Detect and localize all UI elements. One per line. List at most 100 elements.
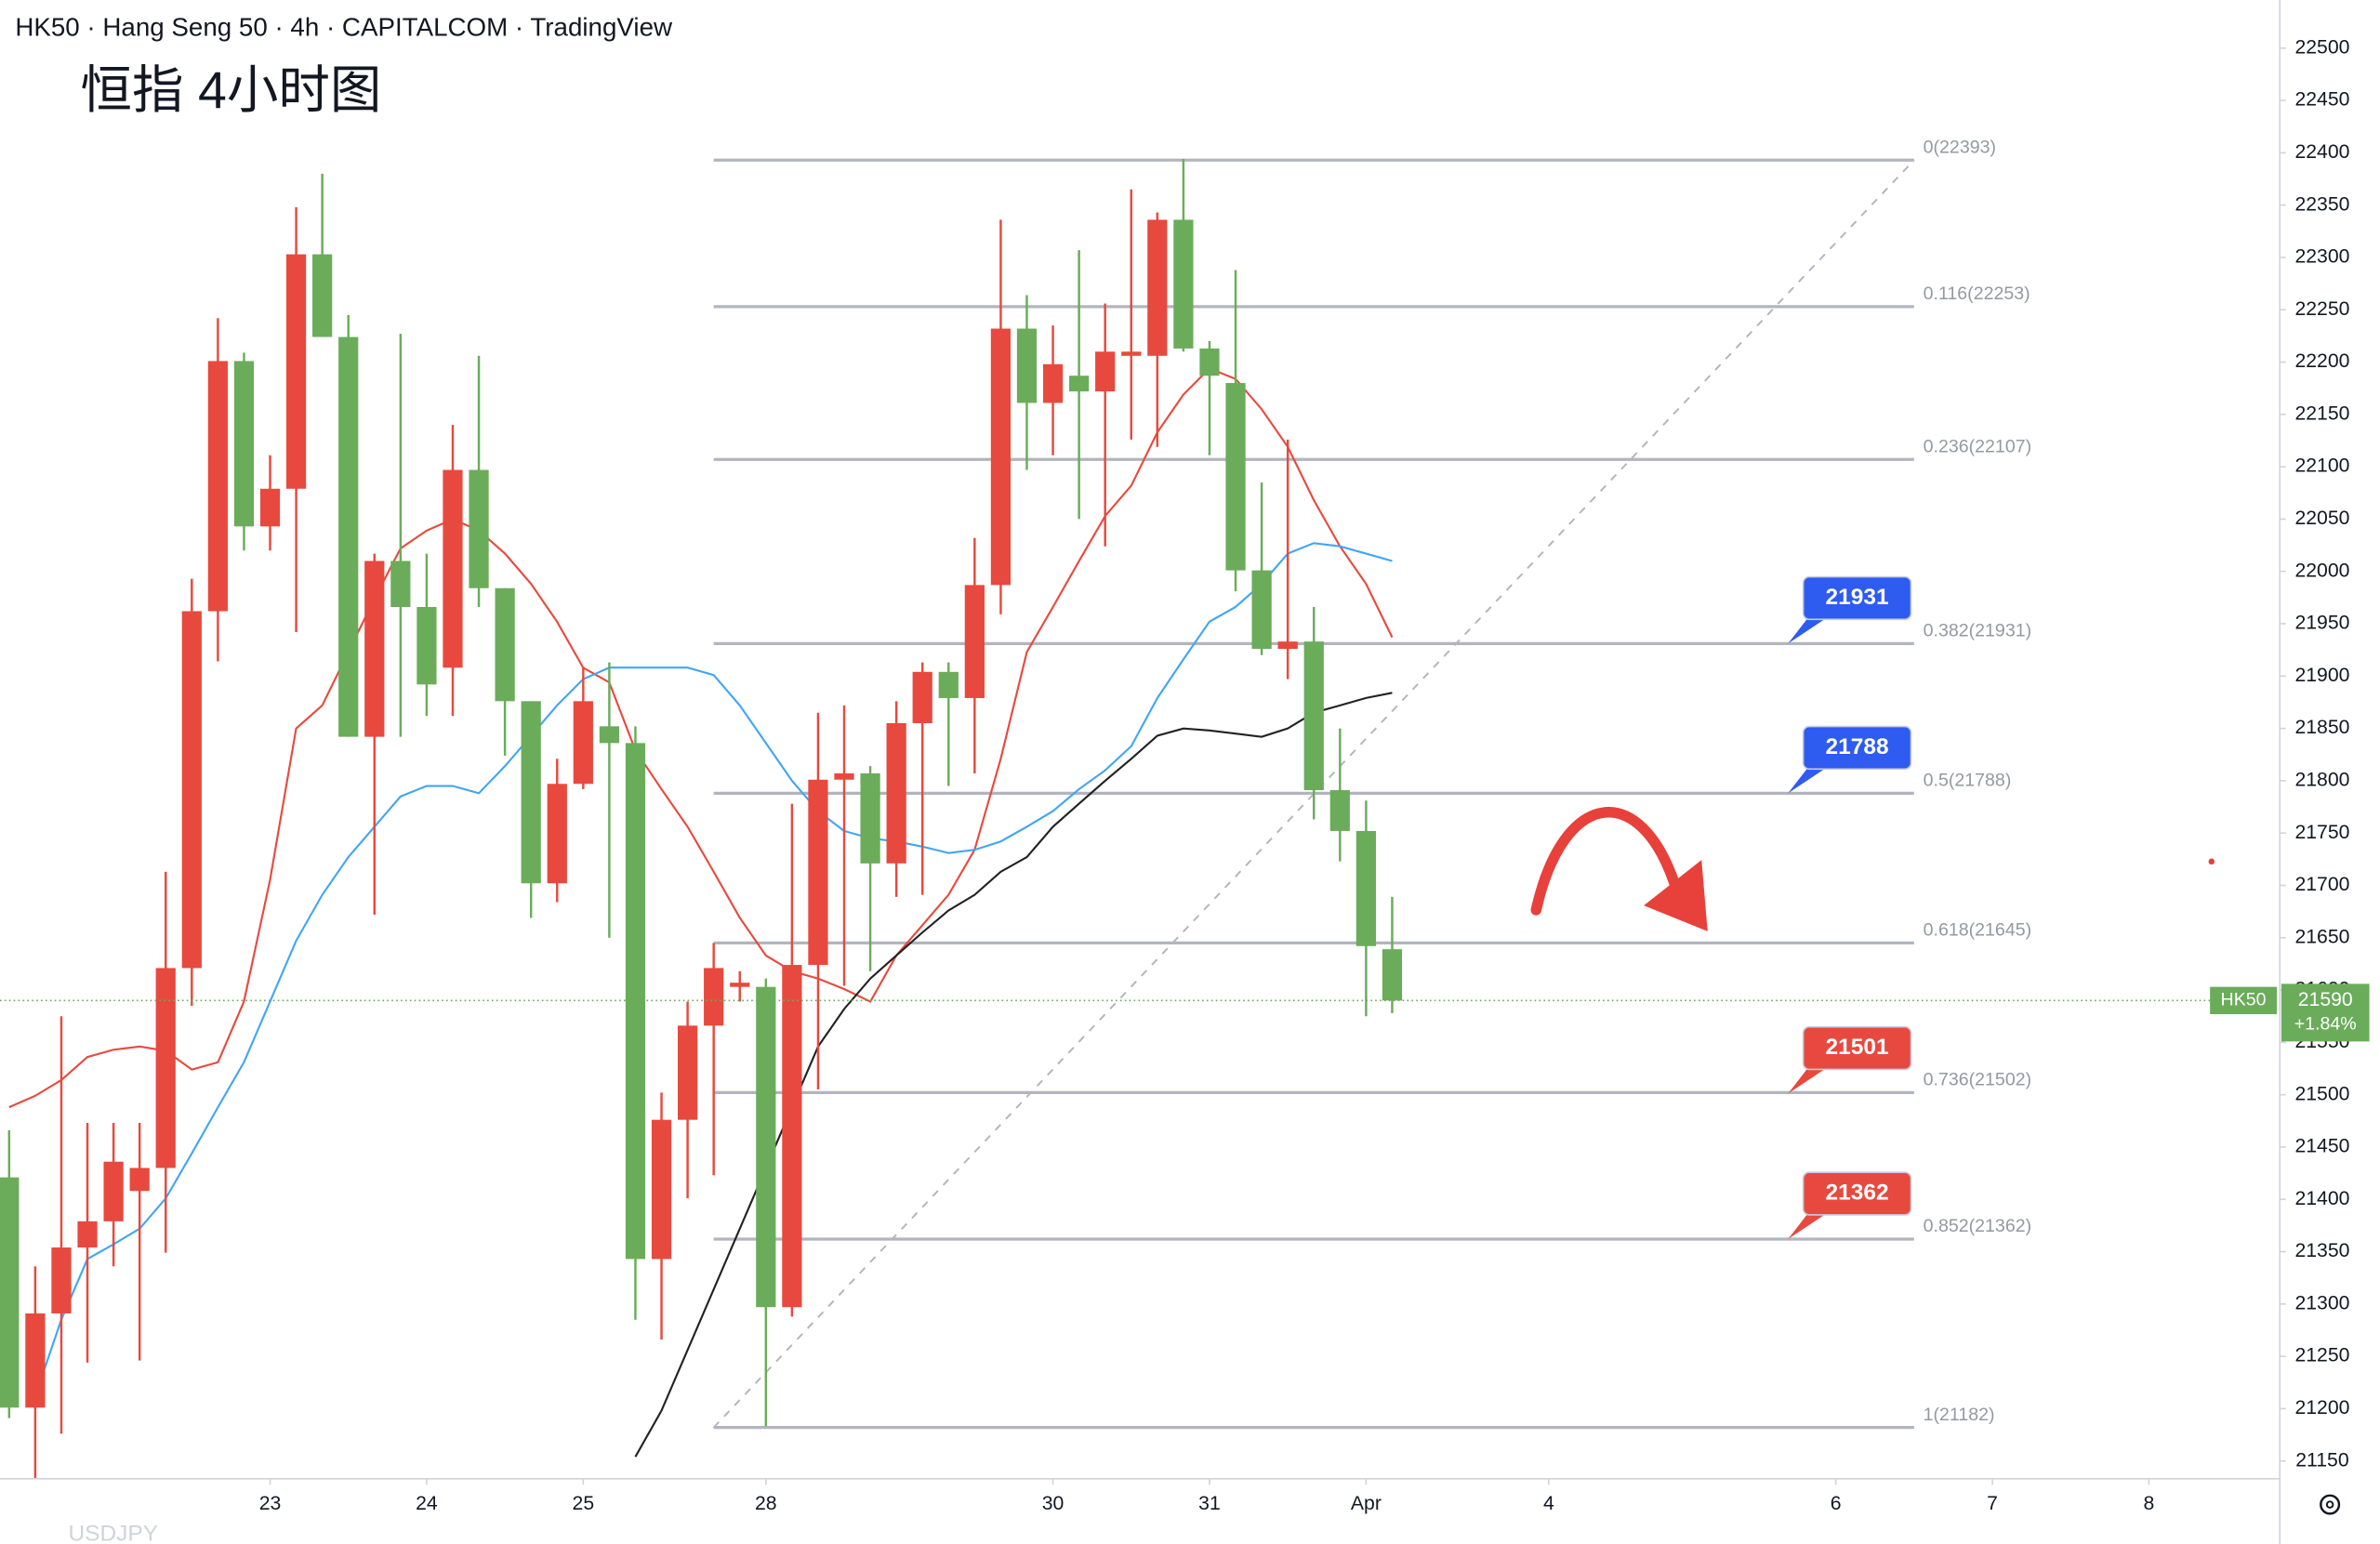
- y-tick-label: 21250: [2294, 1345, 2349, 1366]
- y-tick-label: 21200: [2294, 1397, 2349, 1419]
- y-tick-label: 21800: [2294, 770, 2349, 791]
- candle-body: [1016, 328, 1038, 403]
- price-box: [2281, 983, 2370, 1042]
- candle-body: [181, 611, 202, 969]
- y-tick-label: 22450: [2294, 89, 2349, 111]
- settings-icon[interactable]: [2320, 1494, 2341, 1515]
- candle-body: [964, 585, 985, 698]
- candle-body: [364, 561, 385, 737]
- candle-body: [834, 773, 854, 780]
- y-tick-label: 21300: [2294, 1292, 2349, 1313]
- candle-body: [677, 1025, 698, 1120]
- x-tick-label: 31: [1198, 1493, 1221, 1514]
- candle-body: [521, 701, 541, 884]
- y-tick-label: 22100: [2294, 455, 2349, 477]
- candle-body: [1329, 790, 1350, 831]
- candle-body: [573, 701, 593, 785]
- y-tick-label: 22050: [2294, 508, 2349, 529]
- candle-body: [0, 1177, 20, 1408]
- fib-label: 0(22393): [1924, 137, 1996, 157]
- callout-label: 21501: [1826, 1035, 1889, 1060]
- x-tick-label: Apr: [1351, 1493, 1382, 1514]
- y-tick-label: 21750: [2294, 822, 2349, 843]
- candle-body: [1382, 949, 1403, 1001]
- y-tick-label: 22500: [2294, 36, 2349, 58]
- x-tick-label: 7: [1987, 1493, 1998, 1514]
- y-tick-label: 21950: [2294, 613, 2349, 634]
- candle-body: [1069, 376, 1090, 392]
- candle-body: [312, 254, 333, 337]
- y-tick-label: 21700: [2294, 874, 2349, 895]
- candle-body: [103, 1161, 124, 1221]
- ma-line: [33, 542, 1393, 1397]
- candle-body: [1042, 363, 1064, 403]
- candle-body: [938, 671, 959, 698]
- fib-label: 0.116(22253): [1924, 284, 2030, 304]
- y-tick-label: 21350: [2294, 1240, 2349, 1261]
- fib-label: 0.236(22107): [1924, 436, 2032, 456]
- watermark: USDJPY: [68, 1522, 158, 1544]
- y-tick-label: 22250: [2294, 298, 2349, 320]
- candle-body: [1173, 219, 1194, 349]
- callout-label: 21931: [1826, 585, 1889, 610]
- candle-body: [912, 671, 932, 723]
- plot-layer: 0(22393) 0.116(22253) 0.236(22107) 0.382(21…: [0, 137, 2277, 1479]
- arrow-head: [1644, 860, 1708, 931]
- price-change: +1.84%: [2294, 1014, 2357, 1035]
- candle-body: [155, 968, 176, 1168]
- chart-title: HK50 · Hang Seng 50 · 4h · CAPITALCOM · …: [15, 12, 673, 41]
- candle-body: [886, 722, 906, 864]
- callout-label: 21788: [1826, 734, 1889, 759]
- candle-body: [1225, 383, 1246, 571]
- x-tick-label: 4: [1543, 1493, 1554, 1514]
- fib-label: 0.736(21502): [1924, 1070, 2032, 1090]
- candle-body: [443, 469, 463, 668]
- callout-label: 21362: [1826, 1181, 1889, 1206]
- y-tick-label: 21850: [2294, 717, 2349, 738]
- candle-body: [1095, 351, 1116, 392]
- candle-body: [416, 606, 437, 685]
- symbol-box: [2210, 986, 2277, 1015]
- candle-body: [25, 1313, 46, 1408]
- x-tick-label: 23: [259, 1493, 282, 1514]
- candle-body: [990, 328, 1012, 586]
- x-tick-label: 8: [2144, 1493, 2155, 1514]
- candle-body: [1121, 351, 1142, 356]
- fib-label: 0.5(21788): [1924, 771, 2012, 791]
- candle-body: [1277, 641, 1298, 650]
- callout-box: [1802, 1171, 1912, 1216]
- candle-body: [51, 1247, 72, 1313]
- settings-hub[interactable]: [2325, 1500, 2334, 1509]
- candle-body: [782, 965, 802, 1308]
- y-tick-label: 22400: [2294, 141, 2349, 163]
- candle-body: [860, 773, 880, 864]
- candle-body: [704, 968, 724, 1026]
- candle-body: [338, 337, 359, 737]
- candle-body: [1303, 641, 1324, 791]
- candle-body: [756, 986, 776, 1308]
- candle-body: [259, 488, 281, 527]
- y-tick-label: 22150: [2294, 402, 2349, 424]
- callout-box: [1802, 1025, 1912, 1071]
- candle-body: [495, 587, 515, 702]
- settings-ring[interactable]: [2320, 1494, 2341, 1515]
- y-tick-label: 21900: [2294, 665, 2349, 686]
- x-tick-label: 25: [573, 1493, 595, 1514]
- fib-label: 0.382(21931): [1924, 621, 2032, 641]
- arrow: [1530, 807, 1680, 916]
- candle-body: [599, 726, 620, 744]
- candle-body: [233, 361, 255, 527]
- x-tick-label: 30: [1042, 1493, 1064, 1514]
- y-tick-label: 21400: [2294, 1188, 2349, 1209]
- x-tick-label: 6: [1831, 1493, 1842, 1514]
- y-tick-label: 22300: [2294, 246, 2349, 268]
- candle-body: [390, 561, 411, 607]
- ma-line: [8, 367, 1394, 1109]
- y-tick-label: 21500: [2294, 1083, 2349, 1104]
- candle-body: [207, 361, 228, 612]
- dot: [2208, 858, 2215, 865]
- y-tick-label: 22350: [2294, 193, 2349, 215]
- candle-body: [469, 469, 489, 588]
